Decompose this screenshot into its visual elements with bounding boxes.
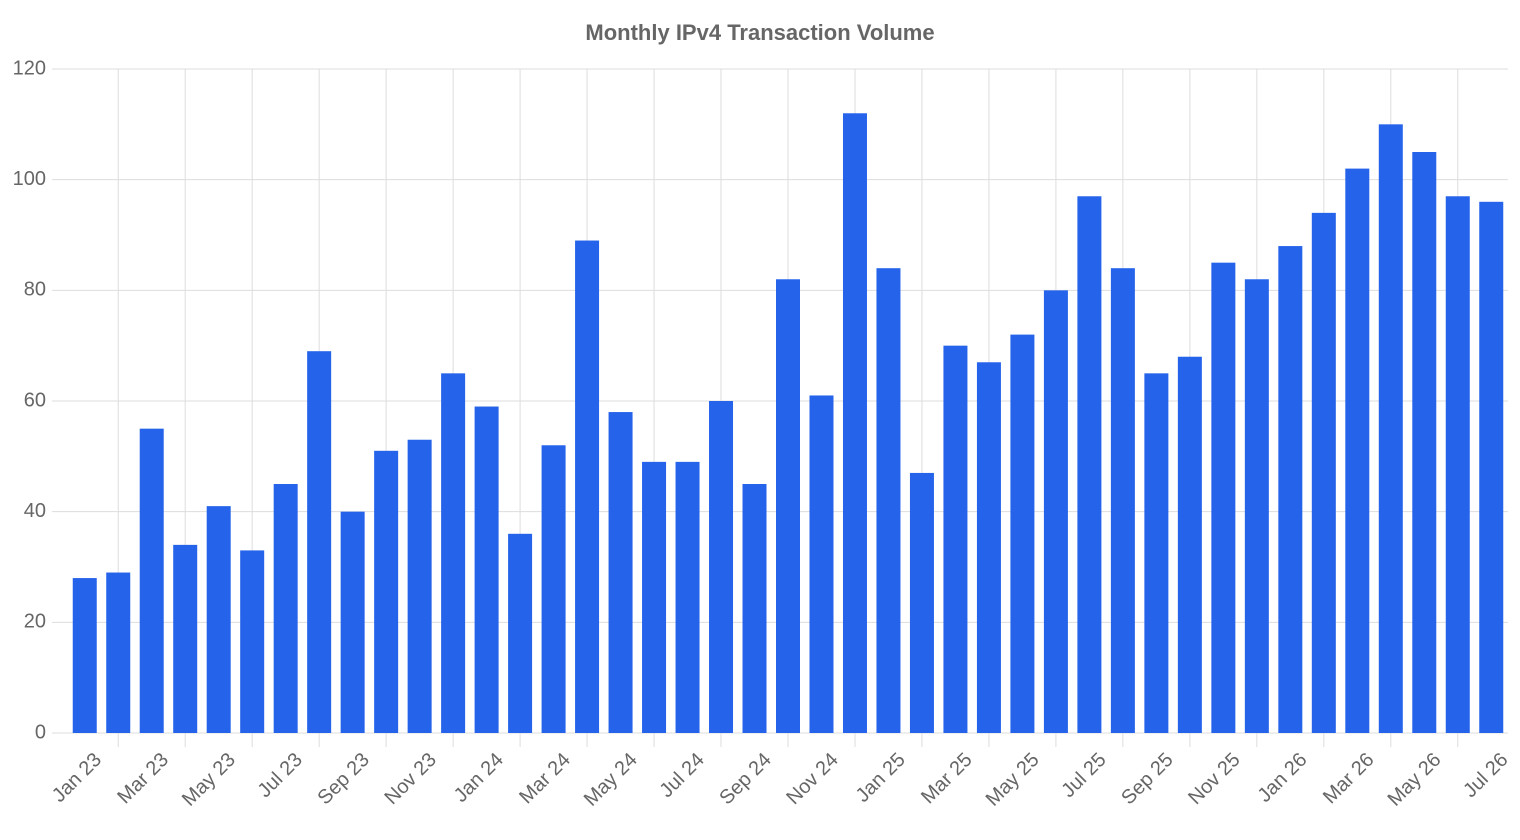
- x-tick-label: Mar 26: [1319, 749, 1379, 809]
- bar: [1144, 373, 1169, 733]
- y-tick-label: 0: [35, 721, 46, 743]
- x-tick-label: Nov 25: [1184, 749, 1244, 809]
- bar: [1077, 196, 1102, 733]
- bar: [642, 461, 667, 733]
- x-tick-label: Mar 25: [917, 749, 977, 809]
- x-tick-label: Jul 23: [254, 749, 307, 802]
- bar: [1177, 356, 1202, 733]
- bar: [474, 406, 499, 733]
- bar: [1278, 246, 1303, 734]
- bar: [173, 544, 198, 733]
- x-tick-label: Sep 23: [314, 749, 374, 809]
- bar: [374, 450, 399, 733]
- x-tick-label: Nov 23: [381, 749, 441, 809]
- bar: [1378, 124, 1403, 734]
- x-tick-label: Nov 24: [782, 749, 842, 809]
- x-tick-label: Mar 24: [515, 749, 575, 809]
- bar: [1445, 196, 1470, 733]
- bar: [943, 345, 968, 733]
- bar: [809, 395, 834, 733]
- x-tick-label: Sep 25: [1117, 749, 1177, 809]
- bar: [976, 362, 1001, 733]
- bar: [1412, 152, 1437, 733]
- bar: [1211, 262, 1236, 733]
- x-tick-label: Jul 24: [656, 749, 709, 802]
- bar: [842, 113, 867, 734]
- x-tick-label: Jul 25: [1057, 749, 1110, 802]
- bar: [1345, 168, 1370, 734]
- x-tick-label: Jan 26: [1254, 749, 1312, 807]
- bar: [139, 428, 164, 733]
- bar: [1110, 268, 1135, 733]
- y-tick-label: 80: [24, 279, 46, 301]
- bar: [742, 484, 767, 733]
- bar: [72, 578, 97, 733]
- bar: [709, 401, 734, 733]
- bar: [776, 279, 800, 733]
- bar: [1043, 290, 1068, 733]
- bar: [909, 472, 934, 733]
- bar: [876, 268, 901, 733]
- y-tick-label: 100: [13, 168, 46, 190]
- x-tick-label: Jan 25: [852, 749, 910, 807]
- bar: [575, 240, 600, 734]
- bar: [1311, 212, 1336, 733]
- bar: [508, 533, 533, 733]
- bar: [1479, 201, 1504, 734]
- bar: [273, 484, 298, 733]
- x-tick-label: Jan 24: [450, 749, 508, 807]
- bar: [340, 511, 365, 733]
- bar: [407, 439, 432, 733]
- bar: [608, 412, 633, 733]
- bar: [106, 572, 131, 733]
- x-tick-label: May 26: [1384, 749, 1446, 811]
- y-tick-label: 40: [24, 500, 46, 522]
- x-tick-label: Jan 23: [48, 749, 106, 807]
- x-tick-label: May 24: [580, 749, 642, 811]
- bar: [1244, 279, 1269, 733]
- bar: [441, 373, 466, 733]
- bar: [206, 506, 231, 733]
- x-tick-label: Sep 24: [715, 749, 775, 809]
- x-tick-label: May 25: [982, 749, 1044, 811]
- bar: [675, 461, 700, 733]
- bar: [541, 445, 566, 733]
- bar: [307, 351, 332, 733]
- y-tick-label: 20: [24, 611, 46, 633]
- x-tick-label: May 23: [178, 749, 240, 811]
- y-tick-label: 60: [24, 389, 46, 411]
- x-tick-label: Mar 23: [113, 749, 173, 809]
- chart-title: Monthly IPv4 Transaction Volume: [585, 20, 934, 45]
- y-tick-label: 120: [13, 57, 46, 79]
- bar: [1010, 334, 1035, 733]
- x-tick-label: Jul 26: [1459, 749, 1512, 802]
- bar: [240, 550, 265, 733]
